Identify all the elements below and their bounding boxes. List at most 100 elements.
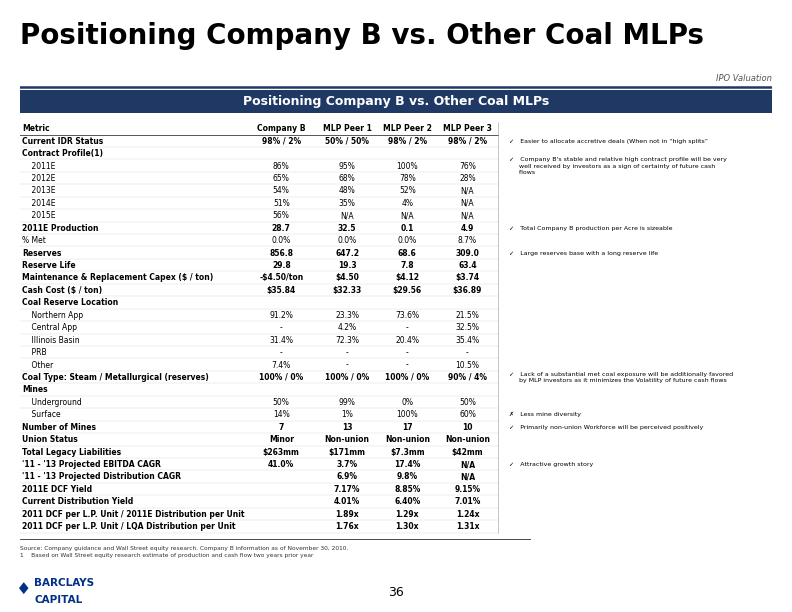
- Text: 28%: 28%: [459, 174, 476, 183]
- Text: Total Legacy Liabilities: Total Legacy Liabilities: [22, 447, 121, 457]
- Text: $29.56: $29.56: [393, 286, 422, 295]
- Text: 41.0%: 41.0%: [268, 460, 295, 469]
- Text: Coal Reserve Location: Coal Reserve Location: [22, 298, 118, 307]
- Text: 48%: 48%: [339, 187, 356, 195]
- Text: -: -: [466, 348, 469, 357]
- Text: CAPITAL: CAPITAL: [34, 595, 82, 605]
- Text: Positioning Company B vs. Other Coal MLPs: Positioning Company B vs. Other Coal MLP…: [20, 22, 704, 50]
- Text: $32.33: $32.33: [333, 286, 362, 295]
- Text: 86%: 86%: [273, 162, 290, 171]
- Text: $36.89: $36.89: [453, 286, 482, 295]
- Text: 9.15%: 9.15%: [455, 485, 481, 494]
- Text: 65%: 65%: [272, 174, 290, 183]
- Text: Mines: Mines: [22, 386, 48, 394]
- Text: 35%: 35%: [339, 199, 356, 208]
- Text: -$4.50/ton: -$4.50/ton: [259, 274, 303, 283]
- Text: MLP Peer 1: MLP Peer 1: [322, 124, 371, 133]
- Text: Illinois Basin: Illinois Basin: [22, 335, 80, 345]
- Text: Metric: Metric: [22, 124, 50, 133]
- Text: -: -: [346, 348, 348, 357]
- Text: 1.29x: 1.29x: [395, 510, 419, 519]
- Text: 20.4%: 20.4%: [395, 335, 419, 345]
- Text: 2011E Production: 2011E Production: [22, 224, 98, 233]
- Text: 28.7: 28.7: [272, 224, 291, 233]
- Text: 95%: 95%: [339, 162, 356, 171]
- Text: 2013E: 2013E: [22, 187, 55, 195]
- Text: 78%: 78%: [399, 174, 416, 183]
- Text: -: -: [346, 360, 348, 370]
- Text: ✓   Company B's stable and relative high contract profile will be very
     well: ✓ Company B's stable and relative high c…: [509, 157, 727, 175]
- Text: N/A: N/A: [460, 472, 475, 482]
- Text: 4.01%: 4.01%: [334, 498, 360, 506]
- Text: $7.3mm: $7.3mm: [390, 447, 425, 457]
- Text: 10: 10: [463, 423, 473, 431]
- Text: 8.7%: 8.7%: [458, 236, 477, 245]
- Text: Source: Company guidance and Wall Street equity research. Company B information : Source: Company guidance and Wall Street…: [20, 546, 348, 558]
- Text: 100%: 100%: [397, 410, 418, 419]
- Text: ✓   Easier to allocate accretive deals (When not in “high splits”: ✓ Easier to allocate accretive deals (Wh…: [509, 139, 708, 144]
- Text: 73.6%: 73.6%: [395, 311, 419, 320]
- Text: $171mm: $171mm: [329, 447, 366, 457]
- Text: $263mm: $263mm: [263, 447, 299, 457]
- Text: ✓   Primarily non-union Workforce will be perceived positively: ✓ Primarily non-union Workforce will be …: [509, 425, 703, 430]
- Text: 29.8: 29.8: [272, 261, 291, 270]
- Text: 1.76x: 1.76x: [335, 522, 359, 531]
- Text: MLP Peer 2: MLP Peer 2: [383, 124, 432, 133]
- Text: 1.89x: 1.89x: [335, 510, 359, 519]
- Text: $3.74: $3.74: [455, 274, 479, 283]
- Text: 98% / 2%: 98% / 2%: [448, 136, 487, 146]
- Text: Reserve Life: Reserve Life: [22, 261, 76, 270]
- Text: $4.50: $4.50: [335, 274, 359, 283]
- Text: 56%: 56%: [272, 211, 290, 220]
- Text: 54%: 54%: [272, 187, 290, 195]
- Text: 50% / 50%: 50% / 50%: [325, 136, 369, 146]
- Text: Union Status: Union Status: [22, 435, 78, 444]
- Text: 100% / 0%: 100% / 0%: [385, 373, 429, 382]
- Text: 1.31x: 1.31x: [455, 522, 479, 531]
- Text: 68%: 68%: [339, 174, 356, 183]
- Text: 13: 13: [342, 423, 352, 431]
- Text: Current IDR Status: Current IDR Status: [22, 136, 103, 146]
- Text: 52%: 52%: [399, 187, 416, 195]
- Text: 7: 7: [279, 423, 284, 431]
- Text: N/A: N/A: [461, 211, 474, 220]
- Text: N/A: N/A: [461, 187, 474, 195]
- Text: 10.5%: 10.5%: [455, 360, 479, 370]
- Text: 1.30x: 1.30x: [395, 522, 419, 531]
- Text: -: -: [406, 323, 409, 332]
- Text: 6.40%: 6.40%: [394, 498, 421, 506]
- Text: '11 - '13 Projected Distribution CAGR: '11 - '13 Projected Distribution CAGR: [22, 472, 181, 482]
- Text: 7.8: 7.8: [401, 261, 414, 270]
- Text: 0%: 0%: [402, 398, 413, 407]
- Text: IPO Valuation: IPO Valuation: [716, 74, 772, 83]
- Text: Company B: Company B: [257, 124, 306, 133]
- Text: Northern App: Northern App: [22, 311, 83, 320]
- Text: 21.5%: 21.5%: [455, 311, 479, 320]
- Text: Non-union: Non-union: [385, 435, 430, 444]
- Text: Number of Mines: Number of Mines: [22, 423, 96, 431]
- Text: MLP Peer 3: MLP Peer 3: [443, 124, 492, 133]
- Text: $35.84: $35.84: [267, 286, 296, 295]
- Text: 32.5: 32.5: [338, 224, 356, 233]
- Text: 100% / 0%: 100% / 0%: [259, 373, 303, 382]
- Text: $42mm: $42mm: [451, 447, 483, 457]
- Text: 100%: 100%: [397, 162, 418, 171]
- Text: ✓   Lack of a substantial met coal exposure will be additionally favored
     by: ✓ Lack of a substantial met coal exposur…: [509, 371, 733, 383]
- Text: Non-union: Non-union: [325, 435, 370, 444]
- Text: ✓   Large reserves base with a long reserve life: ✓ Large reserves base with a long reserv…: [509, 250, 658, 256]
- Text: '11 - '13 Projected EBITDA CAGR: '11 - '13 Projected EBITDA CAGR: [22, 460, 161, 469]
- Text: -: -: [280, 323, 283, 332]
- Text: 7.17%: 7.17%: [334, 485, 360, 494]
- Text: 50%: 50%: [272, 398, 290, 407]
- Text: 2011E DCF Yield: 2011E DCF Yield: [22, 485, 92, 494]
- Text: 8.85%: 8.85%: [394, 485, 421, 494]
- Text: 3.7%: 3.7%: [337, 460, 358, 469]
- Text: Maintenance & Replacement Capex ($ / ton): Maintenance & Replacement Capex ($ / ton…: [22, 274, 213, 283]
- Text: BARCLAYS: BARCLAYS: [34, 578, 94, 588]
- Text: -: -: [406, 360, 409, 370]
- Text: 0.0%: 0.0%: [398, 236, 417, 245]
- Text: 35.4%: 35.4%: [455, 335, 479, 345]
- Text: 14%: 14%: [273, 410, 290, 419]
- Text: % Met: % Met: [22, 236, 46, 245]
- Text: Positioning Company B vs. Other Coal MLPs: Positioning Company B vs. Other Coal MLP…: [243, 95, 549, 108]
